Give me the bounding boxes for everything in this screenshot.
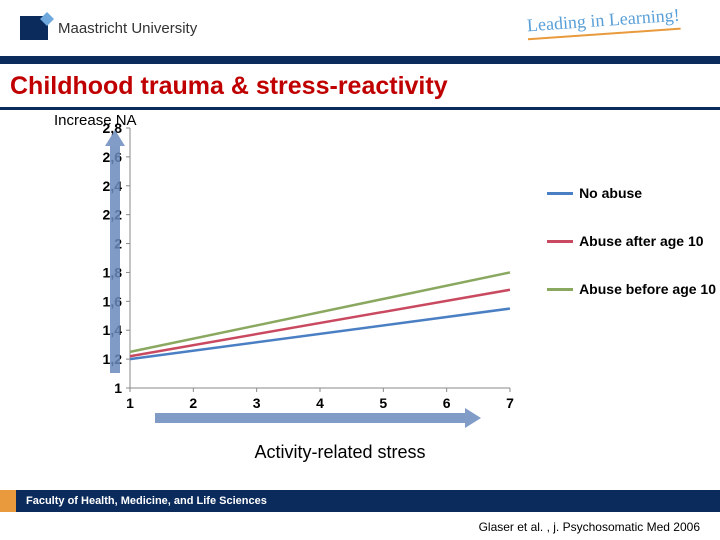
svg-text:3: 3 xyxy=(253,395,261,411)
svg-text:1: 1 xyxy=(126,395,134,411)
legend-item: Abuse before age 10 xyxy=(547,281,716,297)
header: Maastricht University Leading in Learnin… xyxy=(0,0,720,56)
legend-label: Abuse before age 10 xyxy=(579,281,716,297)
svg-text:7: 7 xyxy=(506,395,514,411)
footer-accent xyxy=(0,490,16,512)
legend-item: Abuse after age 10 xyxy=(547,233,716,249)
footer-text: Faculty of Health, Medicine, and Life Sc… xyxy=(16,495,267,507)
svg-text:4: 4 xyxy=(316,395,324,411)
svg-text:1: 1 xyxy=(114,380,122,396)
legend-label: Abuse after age 10 xyxy=(579,233,704,249)
citation: Glaser et al. , j. Psychosomatic Med 200… xyxy=(479,520,700,534)
slogan: Leading in Learning! xyxy=(526,5,680,41)
chart-area: Increase NA 11,21,41,61,822,22,42,62,812… xyxy=(0,110,720,463)
legend-item: No abuse xyxy=(547,185,716,201)
svg-text:5: 5 xyxy=(379,395,387,411)
svg-text:2: 2 xyxy=(189,395,197,411)
line-chart: 11,21,41,61,822,22,42,62,81234567 xyxy=(70,118,540,438)
legend: No abuse Abuse after age 10 Abuse before… xyxy=(547,185,716,329)
slide-title: Childhood trauma & stress-reactivity xyxy=(0,64,720,110)
svg-text:6: 6 xyxy=(443,395,451,411)
legend-swatch xyxy=(547,240,573,243)
y-axis-title: Increase NA xyxy=(54,112,137,130)
logo-mark xyxy=(20,16,48,40)
legend-swatch xyxy=(547,288,573,291)
header-divider xyxy=(0,56,720,64)
legend-swatch xyxy=(547,192,573,195)
legend-label: No abuse xyxy=(579,185,642,201)
university-name: Maastricht University xyxy=(58,20,197,37)
footer: Faculty of Health, Medicine, and Life Sc… xyxy=(0,490,720,512)
x-axis-title: Activity-related stress xyxy=(0,442,720,463)
logo: Maastricht University xyxy=(20,16,197,40)
